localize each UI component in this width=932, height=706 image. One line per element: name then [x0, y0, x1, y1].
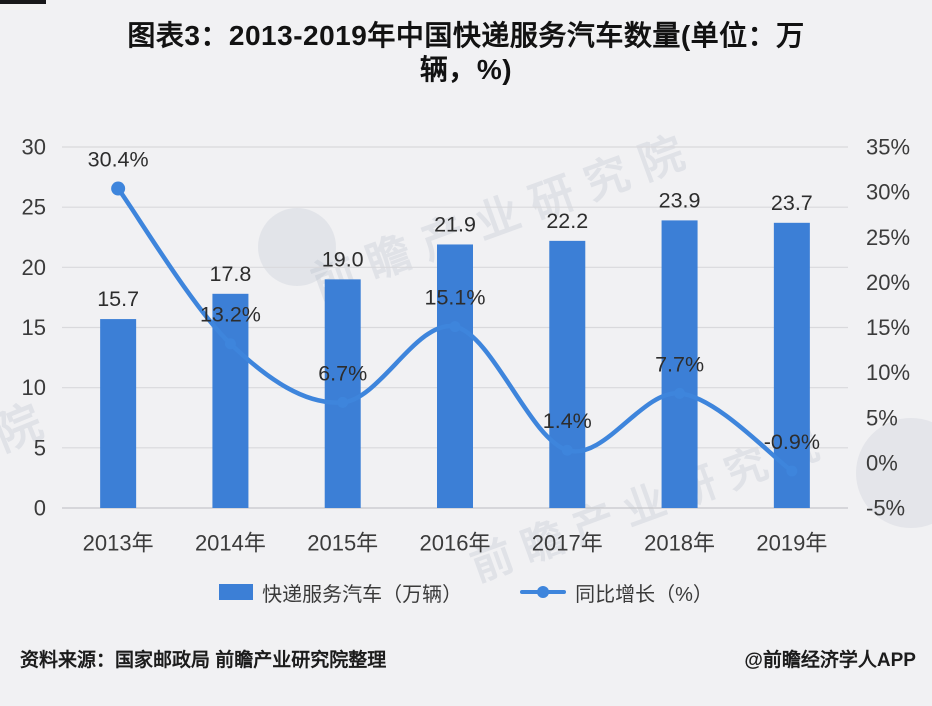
line-point-2015年 — [337, 396, 349, 408]
source-note: 资料来源：国家邮政局 前瞻产业研究院整理 — [20, 650, 387, 671]
chart-title: 图表3：2013-2019年中国快递服务汽车数量(单位：万 辆，%) — [0, 19, 932, 87]
line-point-label: 1.4% — [543, 409, 592, 433]
credit-note: @前瞻经济学人APP — [744, 650, 916, 671]
bar-label: 15.7 — [97, 287, 139, 311]
bar-label: 17.8 — [209, 262, 251, 286]
bar-2013年 — [100, 319, 137, 508]
line-point-2014年 — [224, 338, 236, 350]
left-axis-tick: 30 — [22, 135, 46, 160]
left-axis-tick: 10 — [22, 375, 46, 400]
right-axis-tick: 25% — [866, 225, 910, 250]
line-point-label: -0.9% — [764, 430, 820, 454]
line-point-2013年 — [111, 181, 126, 196]
chart-title-line1: 图表3：2013-2019年中国快递服务汽车数量(单位：万 — [127, 20, 805, 51]
bar-label: 23.7 — [771, 191, 813, 215]
x-axis-label-2018年: 2018年 — [644, 531, 715, 556]
bar-2017年 — [549, 240, 586, 509]
line-point-2016年 — [449, 321, 461, 333]
bar-series-swatch-icon — [219, 584, 254, 600]
bar-2019年 — [773, 222, 810, 508]
right-axis-tick: 35% — [866, 135, 910, 160]
x-axis-label-2013年: 2013年 — [83, 531, 154, 556]
line-point-label: 6.7% — [318, 361, 367, 385]
legend-item-line-series: 同比增长（%） — [520, 578, 713, 607]
chart-title-line2: 辆，%) — [419, 54, 513, 85]
left-axis-tick: 5 — [34, 435, 46, 460]
line-series-label: 同比增长（%） — [575, 583, 713, 606]
line-point-label: 7.7% — [655, 352, 704, 376]
right-axis-tick: 5% — [866, 405, 898, 430]
bar-label: 23.9 — [659, 188, 701, 212]
legend: 快递服务汽车（万辆） 同比增长（%） — [0, 577, 932, 607]
x-axis-label-2014年: 2014年 — [195, 531, 266, 556]
bar-label: 21.9 — [434, 212, 476, 236]
line-point-2017年 — [561, 444, 573, 456]
line-point-label: 30.4% — [88, 148, 149, 172]
bar-2016年 — [437, 244, 473, 508]
bar-label: 22.2 — [546, 209, 588, 233]
left-axis-tick: 25 — [22, 195, 46, 220]
bar-label: 19.0 — [322, 247, 364, 271]
footer: 资料来源：国家邮政局 前瞻产业研究院整理 @前瞻经济学人APP — [0, 647, 932, 675]
bar-2015年 — [324, 279, 361, 508]
right-axis-tick: -5% — [866, 496, 905, 521]
line-point-2018年 — [674, 387, 686, 399]
bar-series-label: 快递服务汽车（万辆） — [262, 583, 463, 606]
x-axis-label-2017年: 2017年 — [532, 531, 603, 556]
right-axis-tick: 20% — [866, 270, 910, 295]
x-axis-label-2019年: 2019年 — [756, 531, 827, 556]
x-axis-label-2016年: 2016年 — [420, 531, 491, 556]
left-axis-tick: 0 — [34, 496, 46, 521]
right-axis-tick: 10% — [866, 360, 910, 385]
line-series-marker-icon — [520, 585, 567, 599]
x-axis-label-2015年: 2015年 — [307, 531, 378, 556]
left-axis-tick: 15 — [22, 315, 46, 340]
left-axis-tick: 20 — [22, 255, 46, 280]
right-axis-tick: 0% — [866, 450, 898, 475]
right-axis-tick: 15% — [866, 315, 910, 340]
legend-item-bar-series: 快递服务汽车（万辆） — [219, 578, 462, 607]
line-point-label: 15.1% — [425, 286, 486, 310]
line-point-2019年 — [786, 465, 798, 477]
top-edge-artifact — [0, 0, 46, 4]
line-point-label: 13.2% — [200, 303, 261, 327]
bar-2018年 — [661, 220, 698, 509]
right-axis-tick: 30% — [866, 180, 910, 205]
